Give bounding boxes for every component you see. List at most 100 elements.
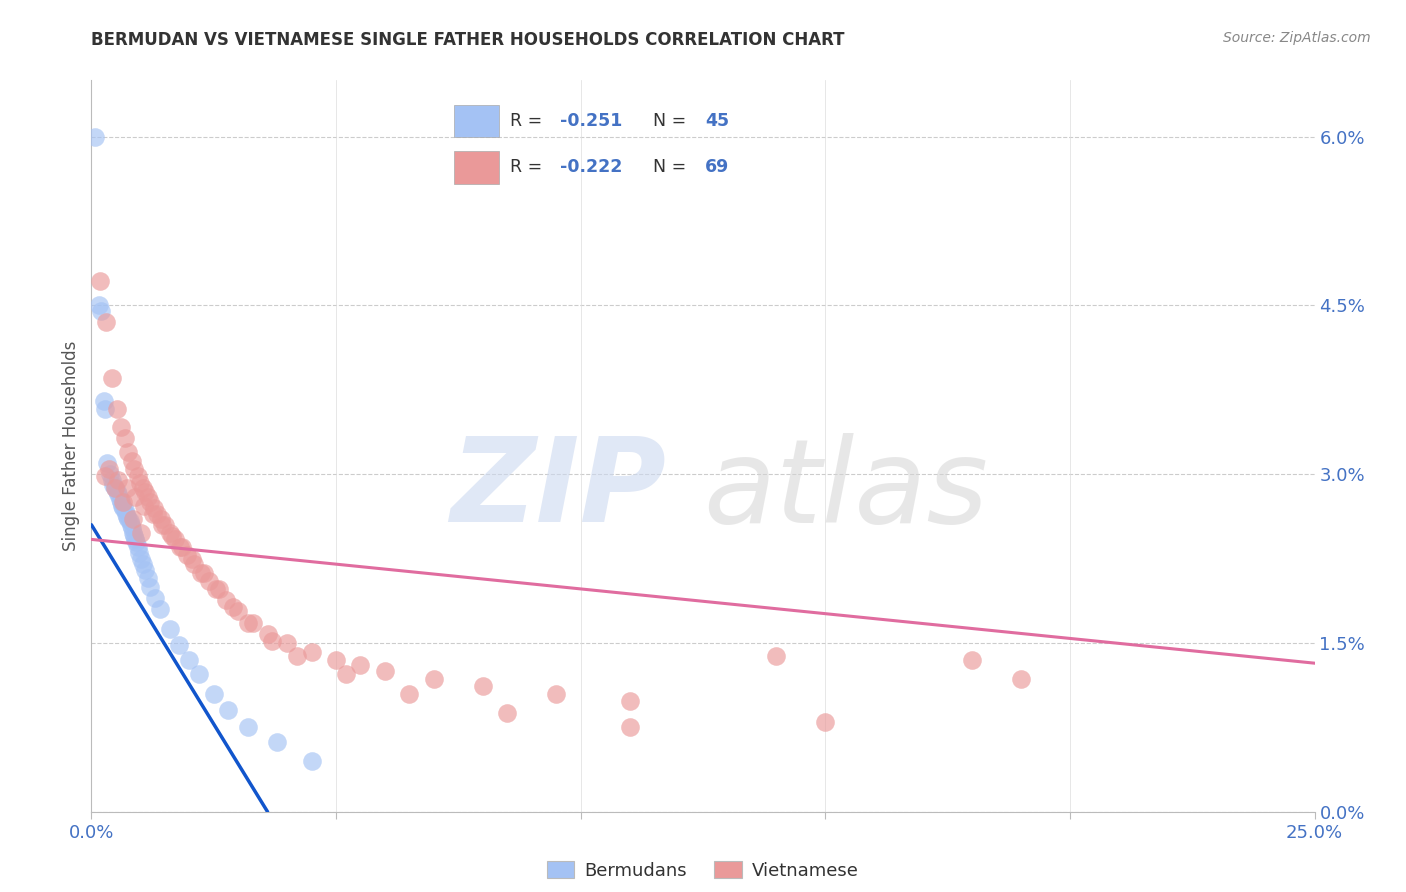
Point xyxy=(183,557,205,571)
Point xyxy=(169,541,191,555)
Point xyxy=(814,714,837,729)
Point xyxy=(134,499,156,513)
Y-axis label: Single Father Households: Single Father Households xyxy=(62,341,80,551)
Point xyxy=(114,503,136,517)
Point xyxy=(222,599,245,614)
Point xyxy=(94,401,117,416)
Point xyxy=(134,485,156,500)
Point xyxy=(129,476,152,491)
Point xyxy=(285,649,308,664)
Point xyxy=(118,515,141,529)
Point xyxy=(190,566,212,581)
Point xyxy=(169,638,191,652)
Point xyxy=(124,533,146,547)
Point xyxy=(105,483,128,498)
Point xyxy=(90,304,112,318)
Text: Source: ZipAtlas.com: Source: ZipAtlas.com xyxy=(1223,31,1371,45)
Legend: Bermudans, Vietnamese: Bermudans, Vietnamese xyxy=(540,854,866,887)
Point xyxy=(496,706,519,720)
Point xyxy=(134,563,156,577)
Point xyxy=(301,754,323,768)
Point xyxy=(132,557,155,571)
Point xyxy=(226,604,249,618)
Point xyxy=(180,551,202,566)
Point xyxy=(335,667,357,681)
Point xyxy=(124,461,146,475)
Point xyxy=(349,658,371,673)
Point xyxy=(122,525,145,540)
Point xyxy=(170,541,193,555)
Point xyxy=(104,481,127,495)
Point xyxy=(94,469,117,483)
Point xyxy=(124,529,146,543)
Point xyxy=(87,298,110,312)
Point xyxy=(93,394,115,409)
Point xyxy=(619,694,641,708)
Point xyxy=(117,444,139,458)
Point xyxy=(117,512,139,526)
Point xyxy=(198,574,221,588)
Point xyxy=(89,274,111,288)
Point xyxy=(139,580,162,594)
Point xyxy=(115,509,138,524)
Point xyxy=(105,401,128,416)
Point xyxy=(115,481,138,495)
Point xyxy=(83,129,105,144)
Point xyxy=(236,720,259,734)
Point xyxy=(143,500,166,515)
Point xyxy=(149,602,172,616)
Text: ZIP: ZIP xyxy=(450,433,666,548)
Point xyxy=(160,529,183,543)
Point xyxy=(107,487,129,501)
Point xyxy=(207,582,229,596)
Text: atlas: atlas xyxy=(703,433,988,547)
Point xyxy=(110,420,132,434)
Text: BERMUDAN VS VIETNAMESE SINGLE FATHER HOUSEHOLDS CORRELATION CHART: BERMUDAN VS VIETNAMESE SINGLE FATHER HOU… xyxy=(91,31,845,49)
Point xyxy=(374,664,396,678)
Point xyxy=(114,431,136,445)
Point xyxy=(110,495,132,509)
Point xyxy=(276,636,298,650)
Point xyxy=(159,525,181,540)
Point xyxy=(107,473,129,487)
Point xyxy=(301,645,323,659)
Point xyxy=(398,687,420,701)
Point xyxy=(176,548,198,562)
Point xyxy=(146,507,169,521)
Point xyxy=(128,546,150,560)
Point xyxy=(136,571,159,585)
Point xyxy=(139,495,162,509)
Point xyxy=(325,653,347,667)
Point xyxy=(188,667,211,681)
Point xyxy=(159,623,181,637)
Point xyxy=(136,490,159,504)
Point xyxy=(101,473,124,487)
Point xyxy=(112,500,135,515)
Point xyxy=(242,615,264,630)
Point xyxy=(262,633,284,648)
Point xyxy=(150,517,173,532)
Point xyxy=(960,653,983,667)
Point xyxy=(111,499,134,513)
Point xyxy=(121,521,143,535)
Point xyxy=(125,534,148,549)
Point xyxy=(546,687,568,701)
Point xyxy=(163,533,186,547)
Point xyxy=(122,512,145,526)
Point xyxy=(143,591,166,605)
Point xyxy=(98,467,121,482)
Point xyxy=(129,551,152,566)
Point xyxy=(153,517,176,532)
Point xyxy=(114,507,136,521)
Point xyxy=(179,653,201,667)
Point xyxy=(104,481,127,495)
Point xyxy=(129,525,152,540)
Point xyxy=(121,453,143,467)
Point xyxy=(423,672,446,686)
Point xyxy=(619,720,641,734)
Point xyxy=(127,541,149,555)
Point xyxy=(215,593,238,607)
Point xyxy=(96,456,118,470)
Point xyxy=(202,687,225,701)
Point xyxy=(217,703,239,717)
